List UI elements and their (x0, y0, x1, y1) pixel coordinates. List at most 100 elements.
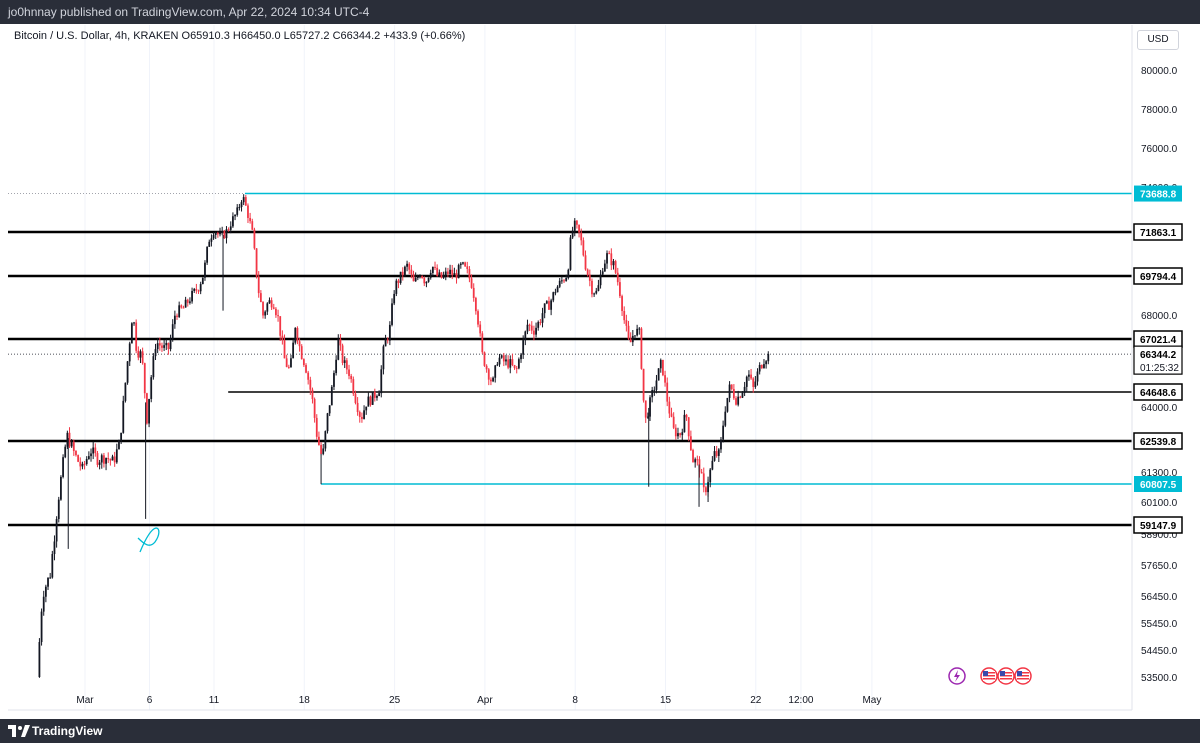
candle-body (371, 391, 374, 405)
candle-body (173, 315, 176, 325)
candle-body (184, 299, 187, 308)
candle-body (468, 269, 471, 279)
price-tag-label: 69794.4 (1140, 272, 1177, 283)
candle-body (341, 345, 344, 363)
candle-body (229, 226, 232, 230)
candle-body (395, 280, 398, 294)
candle-body (507, 359, 510, 368)
candle-body (64, 446, 67, 458)
price-tag-label: 59147.9 (1140, 521, 1177, 532)
candle-body (126, 361, 129, 383)
hand-drawn-mark (137, 527, 160, 553)
candle-body (87, 456, 90, 460)
candle-body (457, 265, 460, 279)
candle-body (107, 458, 110, 460)
currency-button[interactable]: USD (1137, 30, 1179, 50)
candle-body (388, 324, 391, 341)
candle-body (113, 456, 116, 463)
candle-body (152, 356, 155, 378)
candle-body (279, 316, 282, 336)
candle-body (348, 369, 350, 376)
candle-body (393, 293, 396, 304)
candle-body (588, 274, 591, 281)
candle-body (679, 433, 682, 436)
candle-body (182, 307, 185, 309)
candle-body (694, 459, 697, 463)
candle-body (603, 263, 606, 272)
candle-body (111, 456, 114, 461)
candles (38, 194, 770, 678)
candle-body (212, 234, 215, 239)
candle-body (470, 278, 473, 288)
price-axis[interactable]: 80000.078000.076000.074000.068000.064000… (1141, 66, 1178, 684)
candle-body (453, 273, 456, 275)
candle-body (225, 229, 228, 239)
candle-body (659, 359, 662, 369)
candle-body (760, 364, 763, 369)
candle-body (146, 393, 148, 424)
time-tick-label: 12:00 (788, 695, 813, 706)
candle-body (105, 458, 107, 464)
candle-body (653, 389, 656, 391)
plot-area[interactable] (8, 25, 1132, 710)
candle-body (657, 368, 660, 381)
candle-body (490, 379, 492, 382)
candle-body (447, 271, 449, 275)
candle-body (498, 357, 501, 365)
time-tick-label: 22 (750, 695, 762, 706)
candle-body (556, 286, 559, 293)
event-icons[interactable] (948, 667, 1032, 685)
candle-body (270, 300, 273, 308)
candle-body (543, 303, 546, 314)
candle-body (715, 451, 718, 456)
candle-body (324, 431, 327, 449)
candle-body (616, 272, 619, 283)
candle-body (735, 398, 737, 405)
candle-body (210, 238, 213, 242)
candle-body (537, 322, 540, 328)
time-tick-label: 25 (389, 695, 401, 706)
time-axis[interactable]: Mar 6 11 18 25 Apr 8 15 22 12:00 May (76, 695, 881, 706)
candle-body (300, 346, 303, 360)
candle-body (520, 354, 522, 360)
candle-body (410, 269, 413, 275)
candle-body (70, 441, 73, 447)
candle-body (610, 253, 613, 266)
candle-body (685, 414, 688, 418)
price-tick-label: 61300.0 (1141, 468, 1178, 479)
candle-body (236, 207, 239, 215)
candle-body (713, 451, 716, 461)
candle-body (382, 346, 385, 370)
candle-body (608, 253, 611, 255)
candle-body (451, 269, 454, 275)
candle-body (178, 305, 181, 317)
candle-body (197, 290, 200, 292)
candle-body (242, 197, 245, 203)
candle-body (227, 229, 230, 231)
price-tick-label: 76000.0 (1141, 144, 1178, 155)
candle-body (550, 300, 553, 310)
candle-body (646, 416, 649, 418)
candle-body (500, 355, 503, 358)
publisher-line: jo0hnnay published on TradingView.com, A… (8, 5, 370, 19)
candle-body (259, 293, 262, 302)
price-tick-label: 55450.0 (1141, 619, 1178, 630)
candle-body (627, 325, 630, 339)
candle-body (292, 342, 295, 359)
candle-body (391, 303, 393, 325)
candle-body (171, 324, 174, 339)
candle-body (745, 376, 748, 387)
candle-body (165, 342, 168, 346)
candle-body (195, 288, 198, 291)
candle-body (404, 266, 406, 276)
price-tag-label: 64648.6 (1140, 388, 1177, 399)
candle-body (204, 262, 206, 278)
candle-body (545, 301, 548, 304)
candle-body (438, 272, 441, 276)
candle-body (732, 388, 735, 399)
candle-body (722, 425, 725, 440)
candle-body (208, 241, 211, 247)
candle-body (264, 311, 267, 316)
candle-body (528, 324, 531, 326)
